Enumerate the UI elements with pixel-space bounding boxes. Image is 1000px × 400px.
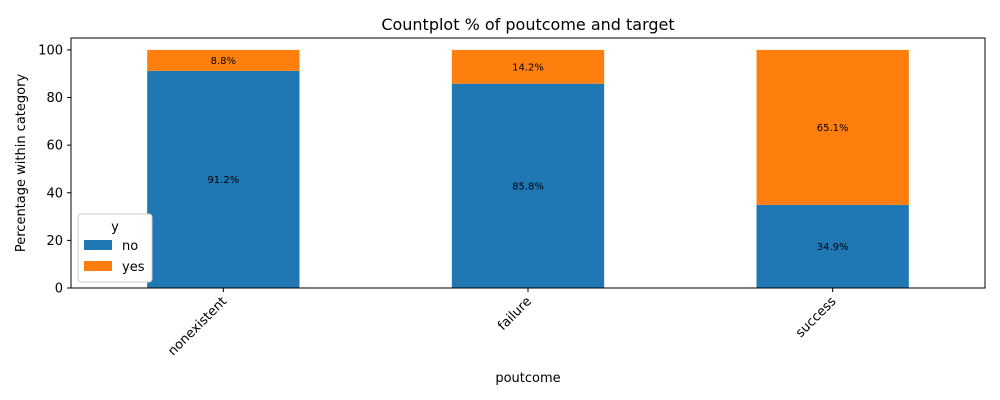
legend-swatch-yes xyxy=(84,261,112,271)
plot-frame xyxy=(70,37,986,289)
y-tick-label: 40 xyxy=(46,186,63,201)
bar-no-nonexistent xyxy=(147,70,300,288)
bar-no-failure xyxy=(451,83,605,288)
data-label: 8.8% xyxy=(211,56,236,67)
plot-area: 0 20 40 60 80 100 91.2% 8.8% nonexistent 85.8% 14.… xyxy=(38,43,909,359)
x-axis-title: poutcome xyxy=(495,371,560,386)
bar-yes-failure xyxy=(451,49,605,84)
bar-yes-nonexistent xyxy=(147,49,300,71)
legend: y no yes xyxy=(77,213,153,283)
data-label: 65.1% xyxy=(817,123,849,134)
x-tick-label: nonexistent xyxy=(165,294,230,359)
y-tick-label: 80 xyxy=(46,91,63,106)
legend-title: y xyxy=(111,220,119,235)
y-tick-label: 20 xyxy=(46,234,63,249)
data-label: 14.2% xyxy=(512,62,544,73)
y-tick-label: 0 xyxy=(55,282,63,297)
data-label: 85.8% xyxy=(512,181,544,192)
x-tick-label: failure xyxy=(495,294,535,334)
chart-title: Countplot % of poutcome and target xyxy=(381,15,674,34)
legend-swatch-no xyxy=(84,240,112,250)
x-tick-label: success xyxy=(793,294,840,341)
y-tick-label: 100 xyxy=(38,43,63,58)
y-axis-title: Percentage within category xyxy=(14,74,29,253)
y-tick-label: 60 xyxy=(46,139,63,154)
data-label: 91.2% xyxy=(207,175,239,186)
bar-no-success xyxy=(756,204,909,288)
bar-yes-success xyxy=(756,49,909,205)
data-label: 34.9% xyxy=(817,242,849,253)
legend-label-no: no xyxy=(122,239,138,254)
legend-label-yes: yes xyxy=(122,260,145,275)
